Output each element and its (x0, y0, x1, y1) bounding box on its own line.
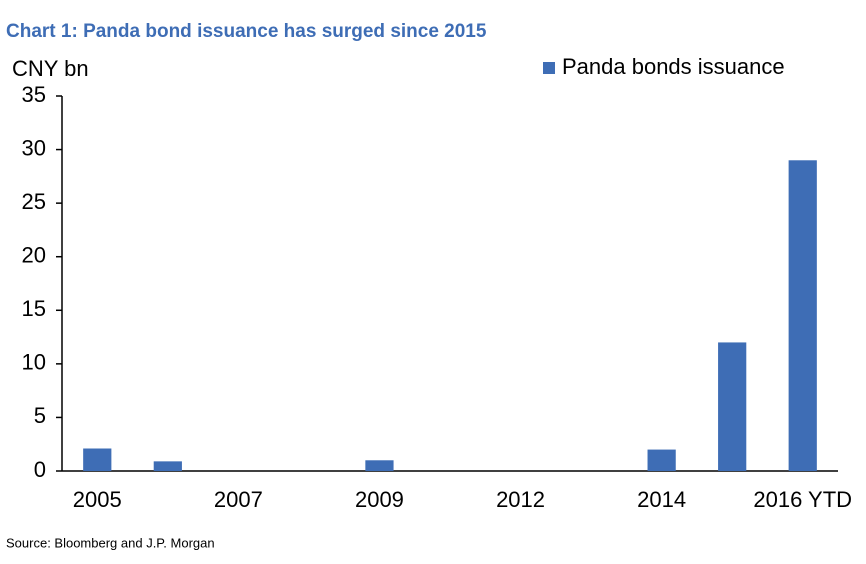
x-tick-label: 2016 YTD (753, 487, 852, 512)
chart-title: Chart 1: Panda bond issuance has surged … (6, 21, 487, 42)
bar (153, 461, 182, 471)
y-axis-label: CNY bn (12, 56, 89, 81)
y-tick-label: 25 (22, 189, 46, 214)
y-tick-label: 5 (34, 403, 46, 428)
x-tick-label: 2009 (355, 487, 404, 512)
legend-swatch (543, 62, 555, 74)
bar (788, 160, 817, 472)
y-tick-label: 20 (22, 243, 46, 268)
x-tick-label: 2007 (214, 487, 263, 512)
x-tick-label: 2012 (496, 487, 545, 512)
legend-label: Panda bonds issuance (562, 54, 785, 79)
y-tick-label: 30 (22, 135, 46, 160)
bar (83, 448, 112, 471)
bar (718, 342, 747, 471)
y-tick-label: 10 (22, 350, 46, 375)
y-tick-label: 0 (34, 457, 46, 482)
y-tick-label: 35 (22, 82, 46, 107)
bar (647, 449, 676, 471)
y-tick-label: 15 (22, 296, 46, 321)
source-note: Source: Bloomberg and J.P. Morgan (6, 535, 215, 550)
bar (365, 460, 394, 471)
x-tick-label: 2005 (73, 487, 122, 512)
x-tick-label: 2014 (637, 487, 686, 512)
